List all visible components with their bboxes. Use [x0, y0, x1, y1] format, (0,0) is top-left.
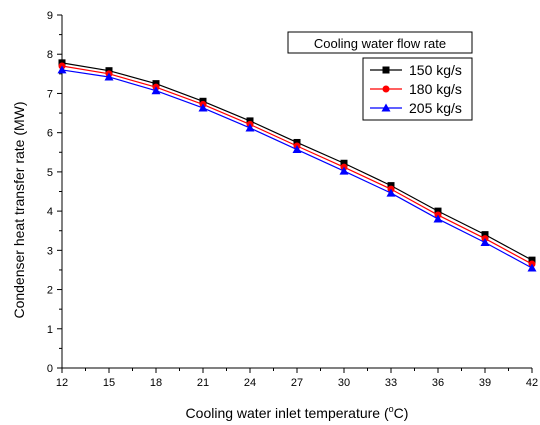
series-group	[57, 59, 537, 272]
data-point-triangle	[433, 214, 443, 223]
y-tick-label: 3	[47, 245, 53, 257]
x-tick-label: 12	[56, 377, 68, 389]
legend-label: 180 kg/s	[409, 81, 462, 97]
x-tick-label: 36	[432, 377, 444, 389]
y-tick-label: 8	[47, 49, 53, 61]
y-axis-ticks: 0 1 2 3 4 5 6 7 8 9	[47, 10, 62, 375]
legend-label: 205 kg/s	[409, 100, 462, 116]
x-tick-label: 39	[479, 377, 491, 389]
legend-item: 150 kg/s	[370, 62, 462, 78]
legend-marker-triangle	[381, 103, 391, 112]
legend-title: Cooling water flow rate	[314, 36, 446, 51]
x-axis-ticks: 12 15 18 21 24 27 30 33 36 39 42	[56, 368, 538, 389]
y-tick-label: 5	[47, 167, 53, 179]
data-point-square	[246, 117, 254, 125]
x-axis-title-superscript: o	[389, 404, 394, 414]
legend-item: 205 kg/s	[370, 100, 462, 116]
legend-items: 150 kg/s 180 kg/s 205 kg/s	[370, 62, 462, 116]
legend-label: 150 kg/s	[409, 62, 462, 78]
y-tick-label: 7	[47, 88, 53, 100]
x-tick-label: 15	[103, 377, 115, 389]
data-point-square	[481, 231, 489, 239]
legend-title-box	[287, 31, 473, 54]
y-axis-title: Condenser heat transfer rate (MW)	[11, 101, 27, 318]
data-point-triangle	[104, 72, 114, 81]
data-point-square	[387, 182, 395, 190]
data-point-square	[293, 138, 301, 146]
y-tick-label: 4	[47, 206, 53, 218]
x-tick-label: 24	[244, 377, 256, 389]
y-tick-label: 2	[47, 285, 53, 297]
data-point-triangle	[292, 145, 302, 154]
x-tick-label: 27	[291, 377, 303, 389]
data-point-triangle	[480, 237, 490, 246]
data-point-square	[152, 80, 160, 88]
data-point-triangle	[386, 188, 396, 197]
x-tick-label: 33	[385, 377, 397, 389]
legend-marker-square	[382, 66, 390, 74]
data-point-triangle	[57, 65, 67, 74]
x-tick-label: 30	[338, 377, 350, 389]
data-point-triangle	[245, 123, 255, 132]
data-point-triangle	[151, 86, 161, 95]
data-point-square	[434, 207, 442, 215]
data-point-triangle	[339, 166, 349, 175]
y-tick-label: 0	[47, 363, 53, 375]
x-tick-label: 21	[197, 377, 209, 389]
data-point-square	[340, 159, 348, 167]
legend-item: 180 kg/s	[370, 81, 462, 97]
series-3	[57, 65, 537, 272]
x-axis-title: Cooling water inlet temperature (oC)	[186, 404, 409, 421]
y-tick-label: 1	[47, 324, 53, 336]
x-tick-label: 18	[150, 377, 162, 389]
y-tick-label: 6	[47, 128, 53, 140]
legend: Cooling water flow rate 150 kg/s 180 kg/s…	[287, 31, 473, 121]
data-point-triangle	[198, 103, 208, 112]
x-tick-label: 42	[526, 377, 538, 389]
y-tick-label: 9	[47, 10, 53, 22]
data-point-triangle	[527, 263, 537, 272]
data-point-square	[528, 256, 536, 264]
legend-marker-circle	[382, 85, 390, 93]
